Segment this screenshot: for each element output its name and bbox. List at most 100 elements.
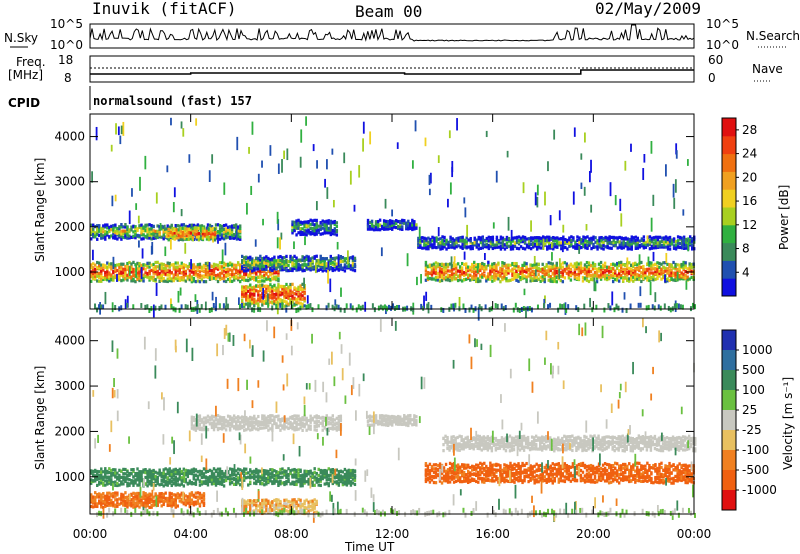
power-cell xyxy=(444,262,448,266)
power-colorbar-swatch xyxy=(722,135,736,155)
power-cell xyxy=(659,305,662,311)
power-cell xyxy=(255,301,258,305)
power-cell xyxy=(672,183,675,198)
power-cell xyxy=(463,251,466,260)
power-cell xyxy=(584,244,587,249)
velocity-cell xyxy=(331,471,335,475)
power-cell xyxy=(358,165,361,178)
power-cell xyxy=(353,204,356,212)
power-cell xyxy=(513,265,516,270)
velocity-cell xyxy=(323,468,326,473)
power-cell xyxy=(535,264,538,268)
power-cell xyxy=(573,277,577,281)
power-cell xyxy=(230,224,234,228)
velocity-cell xyxy=(299,482,302,486)
power-cell xyxy=(362,121,365,134)
power-cell xyxy=(175,228,178,232)
power-cell xyxy=(387,304,390,310)
power-cell xyxy=(493,265,496,270)
power-cell xyxy=(589,264,593,268)
power-cell xyxy=(670,268,673,272)
power-cell xyxy=(303,229,306,233)
power-cell xyxy=(204,261,208,266)
power-cell xyxy=(287,292,290,296)
power-cell xyxy=(626,242,629,247)
power-cell xyxy=(261,266,264,270)
power-cell xyxy=(212,236,214,243)
power-cell xyxy=(216,273,220,277)
velocity-cell xyxy=(154,474,157,479)
velocity-cell xyxy=(273,477,276,481)
power-cell xyxy=(94,267,97,271)
power-cell xyxy=(287,302,290,306)
power-cell xyxy=(293,254,296,258)
power-cell xyxy=(378,223,382,227)
power-cell xyxy=(495,277,498,281)
power-cell xyxy=(331,304,334,310)
power-cell xyxy=(685,280,688,290)
power-cell xyxy=(249,274,252,278)
power-cell xyxy=(112,269,115,274)
power-cell xyxy=(323,227,326,231)
power-cell xyxy=(562,237,565,241)
power-cell xyxy=(551,271,554,275)
power-cell xyxy=(501,267,504,271)
power-cell xyxy=(579,261,583,265)
power-cell xyxy=(533,242,537,247)
power-cell xyxy=(489,245,493,249)
date-title: 02/May/2009 xyxy=(595,0,701,18)
power-cell xyxy=(541,267,544,272)
power-cell xyxy=(678,277,681,281)
power-cell xyxy=(503,238,507,242)
power-cell xyxy=(518,308,521,314)
power-cell xyxy=(275,277,278,281)
velocity-cell xyxy=(230,481,234,485)
power-cell xyxy=(461,239,464,243)
power-cell xyxy=(315,225,318,230)
power-cell xyxy=(573,270,577,274)
power-cell xyxy=(454,263,458,267)
velocity-cell xyxy=(341,477,345,482)
power-cell xyxy=(213,238,217,242)
power-cell xyxy=(313,227,316,231)
power-cell xyxy=(243,262,246,267)
power-cell xyxy=(257,280,260,284)
power-cell xyxy=(620,273,623,277)
power-cell xyxy=(424,266,428,270)
power-cell xyxy=(275,288,278,292)
power-cell xyxy=(271,300,274,304)
power-cell xyxy=(511,244,515,248)
velocity-cell xyxy=(104,479,107,483)
power-cell xyxy=(542,238,545,251)
power-cell xyxy=(479,265,482,269)
power-cell xyxy=(261,258,264,262)
power-cell xyxy=(583,276,587,280)
power-cell xyxy=(471,243,474,247)
power-cell xyxy=(216,267,220,271)
power-cell xyxy=(228,268,232,272)
velocity-cell xyxy=(146,469,149,474)
power-cell xyxy=(120,273,123,277)
power-cell xyxy=(329,223,332,227)
freq-tick-top: 18 xyxy=(58,53,73,67)
power-cell xyxy=(158,279,161,284)
power-cell xyxy=(528,305,531,311)
power-cell xyxy=(207,235,211,240)
power-cell xyxy=(529,279,532,283)
power-cell xyxy=(295,258,298,262)
power-cell xyxy=(464,264,468,268)
power-cell xyxy=(95,126,98,141)
power-cell xyxy=(150,227,153,231)
power-cell xyxy=(628,247,631,251)
power-cell xyxy=(202,265,206,269)
velocity-cell xyxy=(184,470,188,474)
power-cell xyxy=(309,260,312,265)
velocity-cell xyxy=(154,478,157,482)
power-cell xyxy=(443,239,446,243)
power-cell xyxy=(259,264,262,268)
power-cell xyxy=(117,126,120,136)
power-cell xyxy=(279,264,282,268)
power-cell xyxy=(178,224,181,228)
power-cell xyxy=(632,272,635,277)
power-cell xyxy=(297,218,300,222)
